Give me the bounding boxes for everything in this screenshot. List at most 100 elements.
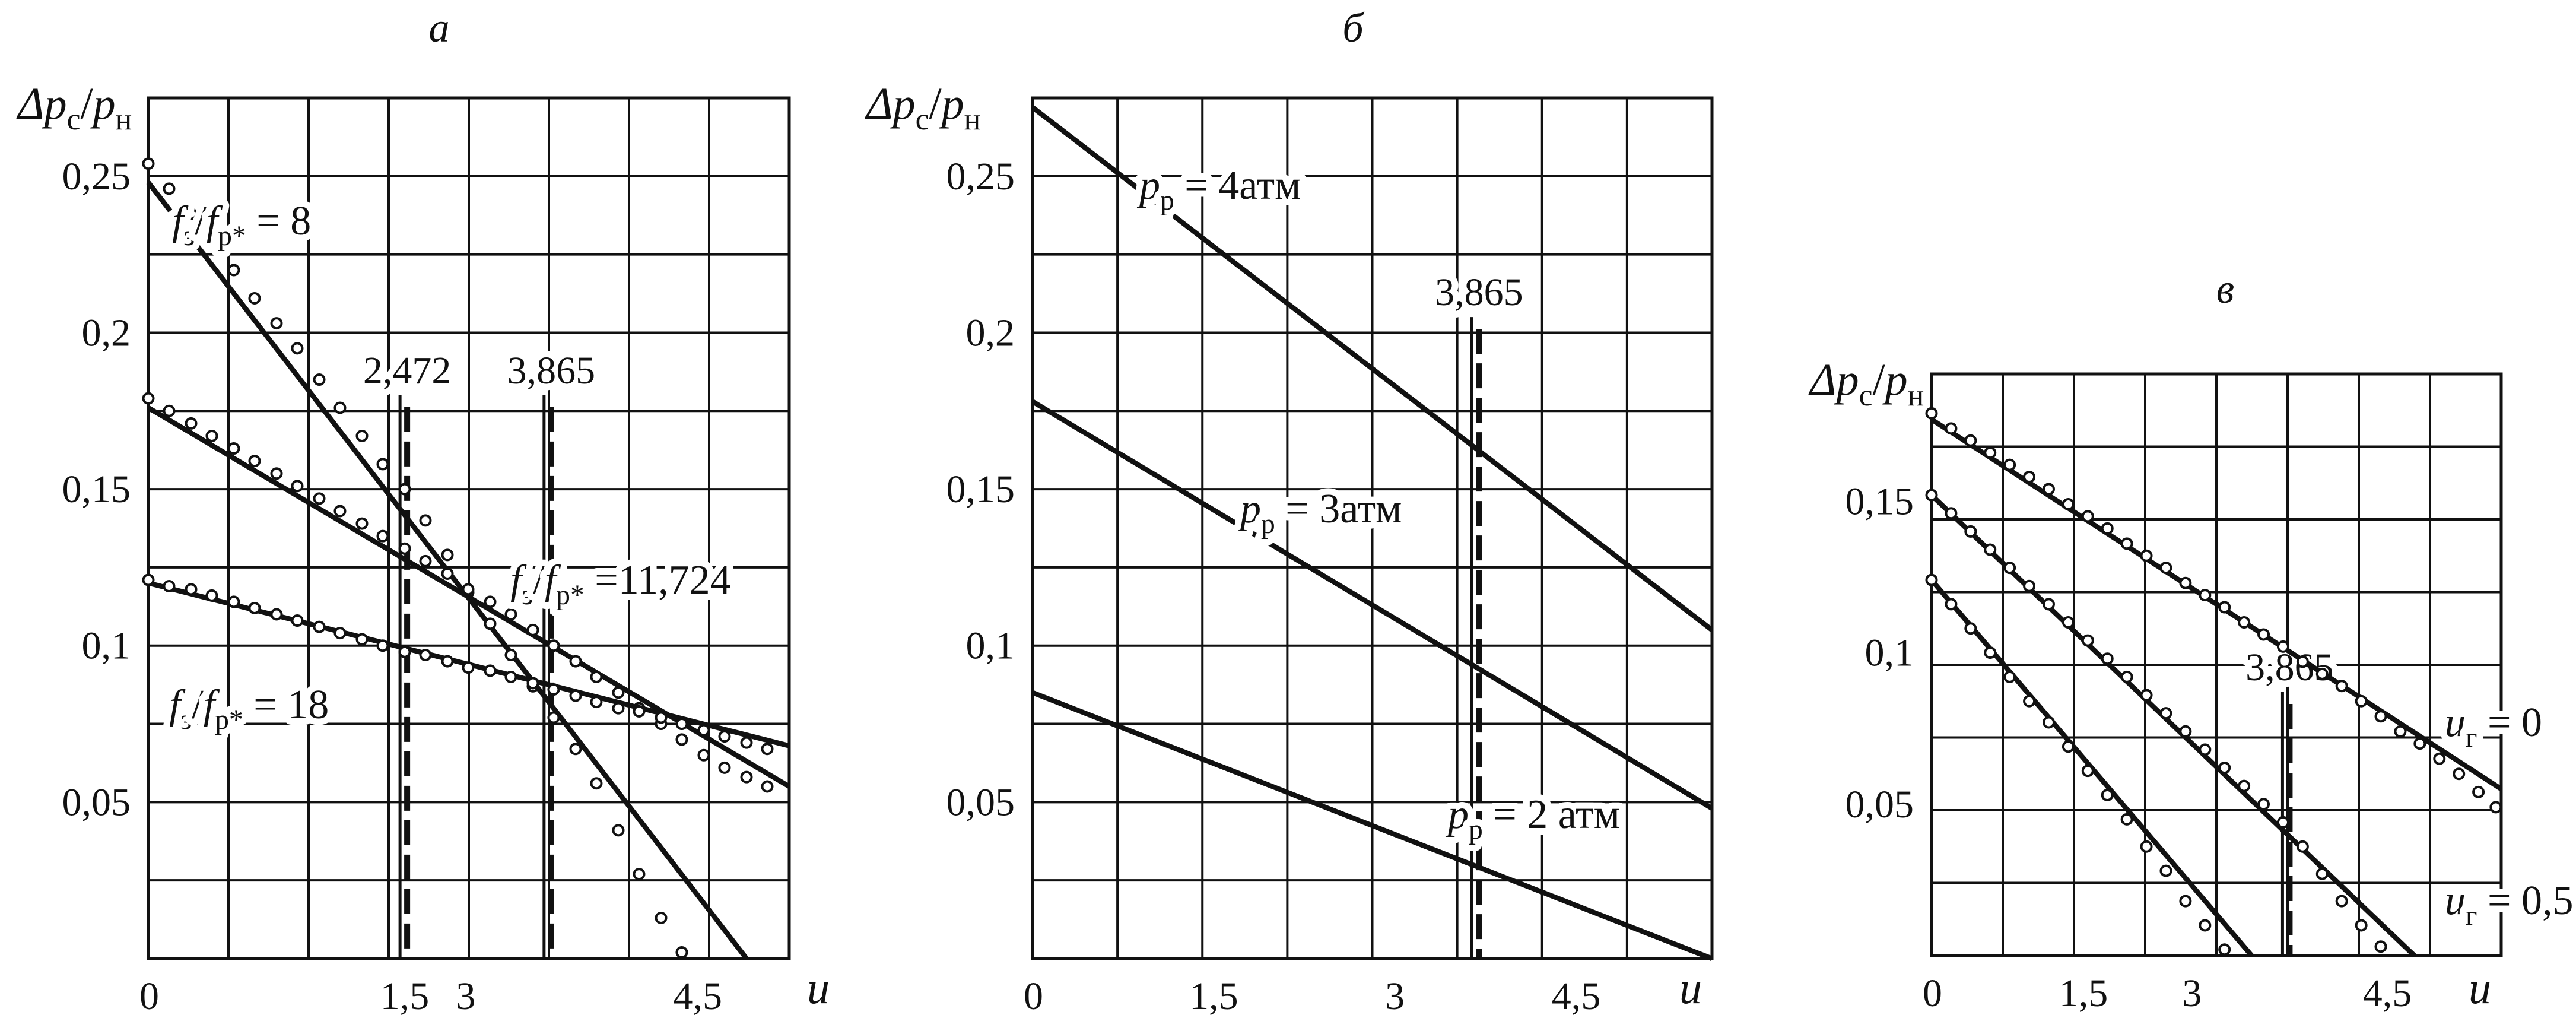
data-point [2140, 689, 2153, 702]
data-point [333, 627, 347, 640]
data-point [2062, 740, 2075, 753]
data-point [612, 702, 625, 715]
data-point [655, 911, 668, 924]
fit-line [1031, 690, 1713, 961]
data-point [675, 946, 688, 959]
grid-b [1033, 98, 1712, 959]
data-point [569, 743, 582, 756]
data-point [2042, 598, 2055, 611]
series-a-1: fз/fр* =11,724 [142, 392, 791, 793]
panel-title-v: в [2216, 267, 2234, 312]
data-point [270, 608, 283, 621]
data-point [761, 780, 774, 793]
data-point [2355, 919, 2368, 932]
data-point [547, 683, 560, 696]
data-point [2296, 840, 2309, 853]
x-axis-label-v: u [2469, 963, 2491, 1013]
data-point [185, 583, 198, 596]
series-v-2 [1925, 573, 2254, 957]
label-f-ratio-11724: fз/fр* =11,724 [510, 557, 731, 611]
x-axis-label-a: u [807, 963, 830, 1013]
data-point [740, 736, 753, 749]
data-point [2394, 725, 2407, 738]
ref-label-a-0: 2,472 [363, 349, 452, 392]
data-point [462, 661, 475, 674]
label-pressure-4: pр = 4атм [1136, 163, 1301, 216]
data-point [2315, 867, 2329, 880]
x-tick-label: 1,5 [1189, 975, 1238, 1015]
data-point [2199, 743, 2212, 756]
data-point [291, 342, 304, 355]
series-b-1: pр = 3атм [1031, 399, 1714, 811]
data-point [376, 458, 389, 471]
label-f-ratio-18: fз/fр* = 18 [169, 682, 329, 735]
data-point [590, 777, 603, 790]
data-point [547, 639, 560, 652]
data-point [2489, 801, 2502, 814]
data-point [2296, 655, 2309, 668]
data-point [185, 417, 198, 430]
data-point [718, 730, 731, 743]
y-tick-label: 0,1 [82, 624, 131, 668]
label-pressure-2: pр = 2 атм [1445, 792, 1620, 845]
data-point [313, 492, 326, 505]
data-point [2257, 798, 2270, 811]
data-point [655, 711, 668, 724]
y-tick-label: 0,2 [966, 311, 1015, 354]
series-v-1: uг = 0,5 [1925, 489, 2576, 958]
data-point [227, 442, 240, 455]
series-a-2: fз/fр* = 18 [142, 573, 790, 756]
data-point [205, 232, 218, 245]
data-point [163, 182, 176, 195]
data-point [633, 868, 646, 881]
data-point [2042, 716, 2055, 729]
x-tick-label: 3 [2182, 972, 2202, 1015]
data-point [313, 620, 326, 633]
data-point [2472, 785, 2485, 798]
data-point [355, 633, 369, 646]
data-point [2120, 537, 2133, 550]
x-tick-label: 1,5 [2059, 972, 2108, 1015]
data-point [2023, 471, 2036, 484]
ref-label-a-1: 3,865 [507, 349, 596, 392]
series-v-0: uг = 0 [1925, 407, 2549, 814]
y-axis-label-b: Δpс/pн [865, 79, 980, 137]
data-point [484, 664, 497, 677]
data-point [2140, 840, 2153, 853]
data-point [2081, 765, 2094, 778]
data-point [2023, 579, 2036, 592]
data-point [675, 733, 688, 746]
data-point [2315, 667, 2329, 680]
data-point [2413, 737, 2426, 750]
x-tick-label: 4,5 [1552, 975, 1601, 1015]
y-axis-label-a: Δpс/pн [16, 79, 132, 137]
data-point [612, 824, 625, 837]
y-tick-label: 0,25 [62, 155, 131, 198]
data-point [270, 467, 283, 480]
data-point [2003, 458, 2016, 471]
data-point [2179, 725, 2192, 738]
data-point [248, 455, 261, 468]
data-point [398, 542, 411, 555]
data-point [185, 207, 198, 220]
label-pressure-3: pр = 3атм [1237, 486, 1402, 540]
data-point [270, 317, 283, 330]
data-point [398, 645, 411, 658]
data-point [2120, 670, 2133, 683]
panel-title-a: а [429, 5, 450, 51]
plot-frame-b [1031, 96, 1714, 960]
data-point [333, 505, 347, 518]
data-point [419, 514, 432, 527]
x-tick-label: 4,5 [673, 975, 722, 1015]
data-point [2218, 601, 2231, 614]
data-point [2335, 680, 2348, 693]
data-point [462, 583, 475, 596]
panel-b: б Δpс/pн u 0,25 0,2 0,15 0,1 0,05 0 1,5 3 4,5 3,865 p… [865, 5, 1714, 1015]
data-point [2199, 919, 2212, 932]
data-point [355, 517, 369, 530]
data-point [2023, 694, 2036, 708]
data-point [1984, 543, 1997, 556]
grid-v [1932, 374, 2501, 956]
data-point [2140, 549, 2153, 562]
